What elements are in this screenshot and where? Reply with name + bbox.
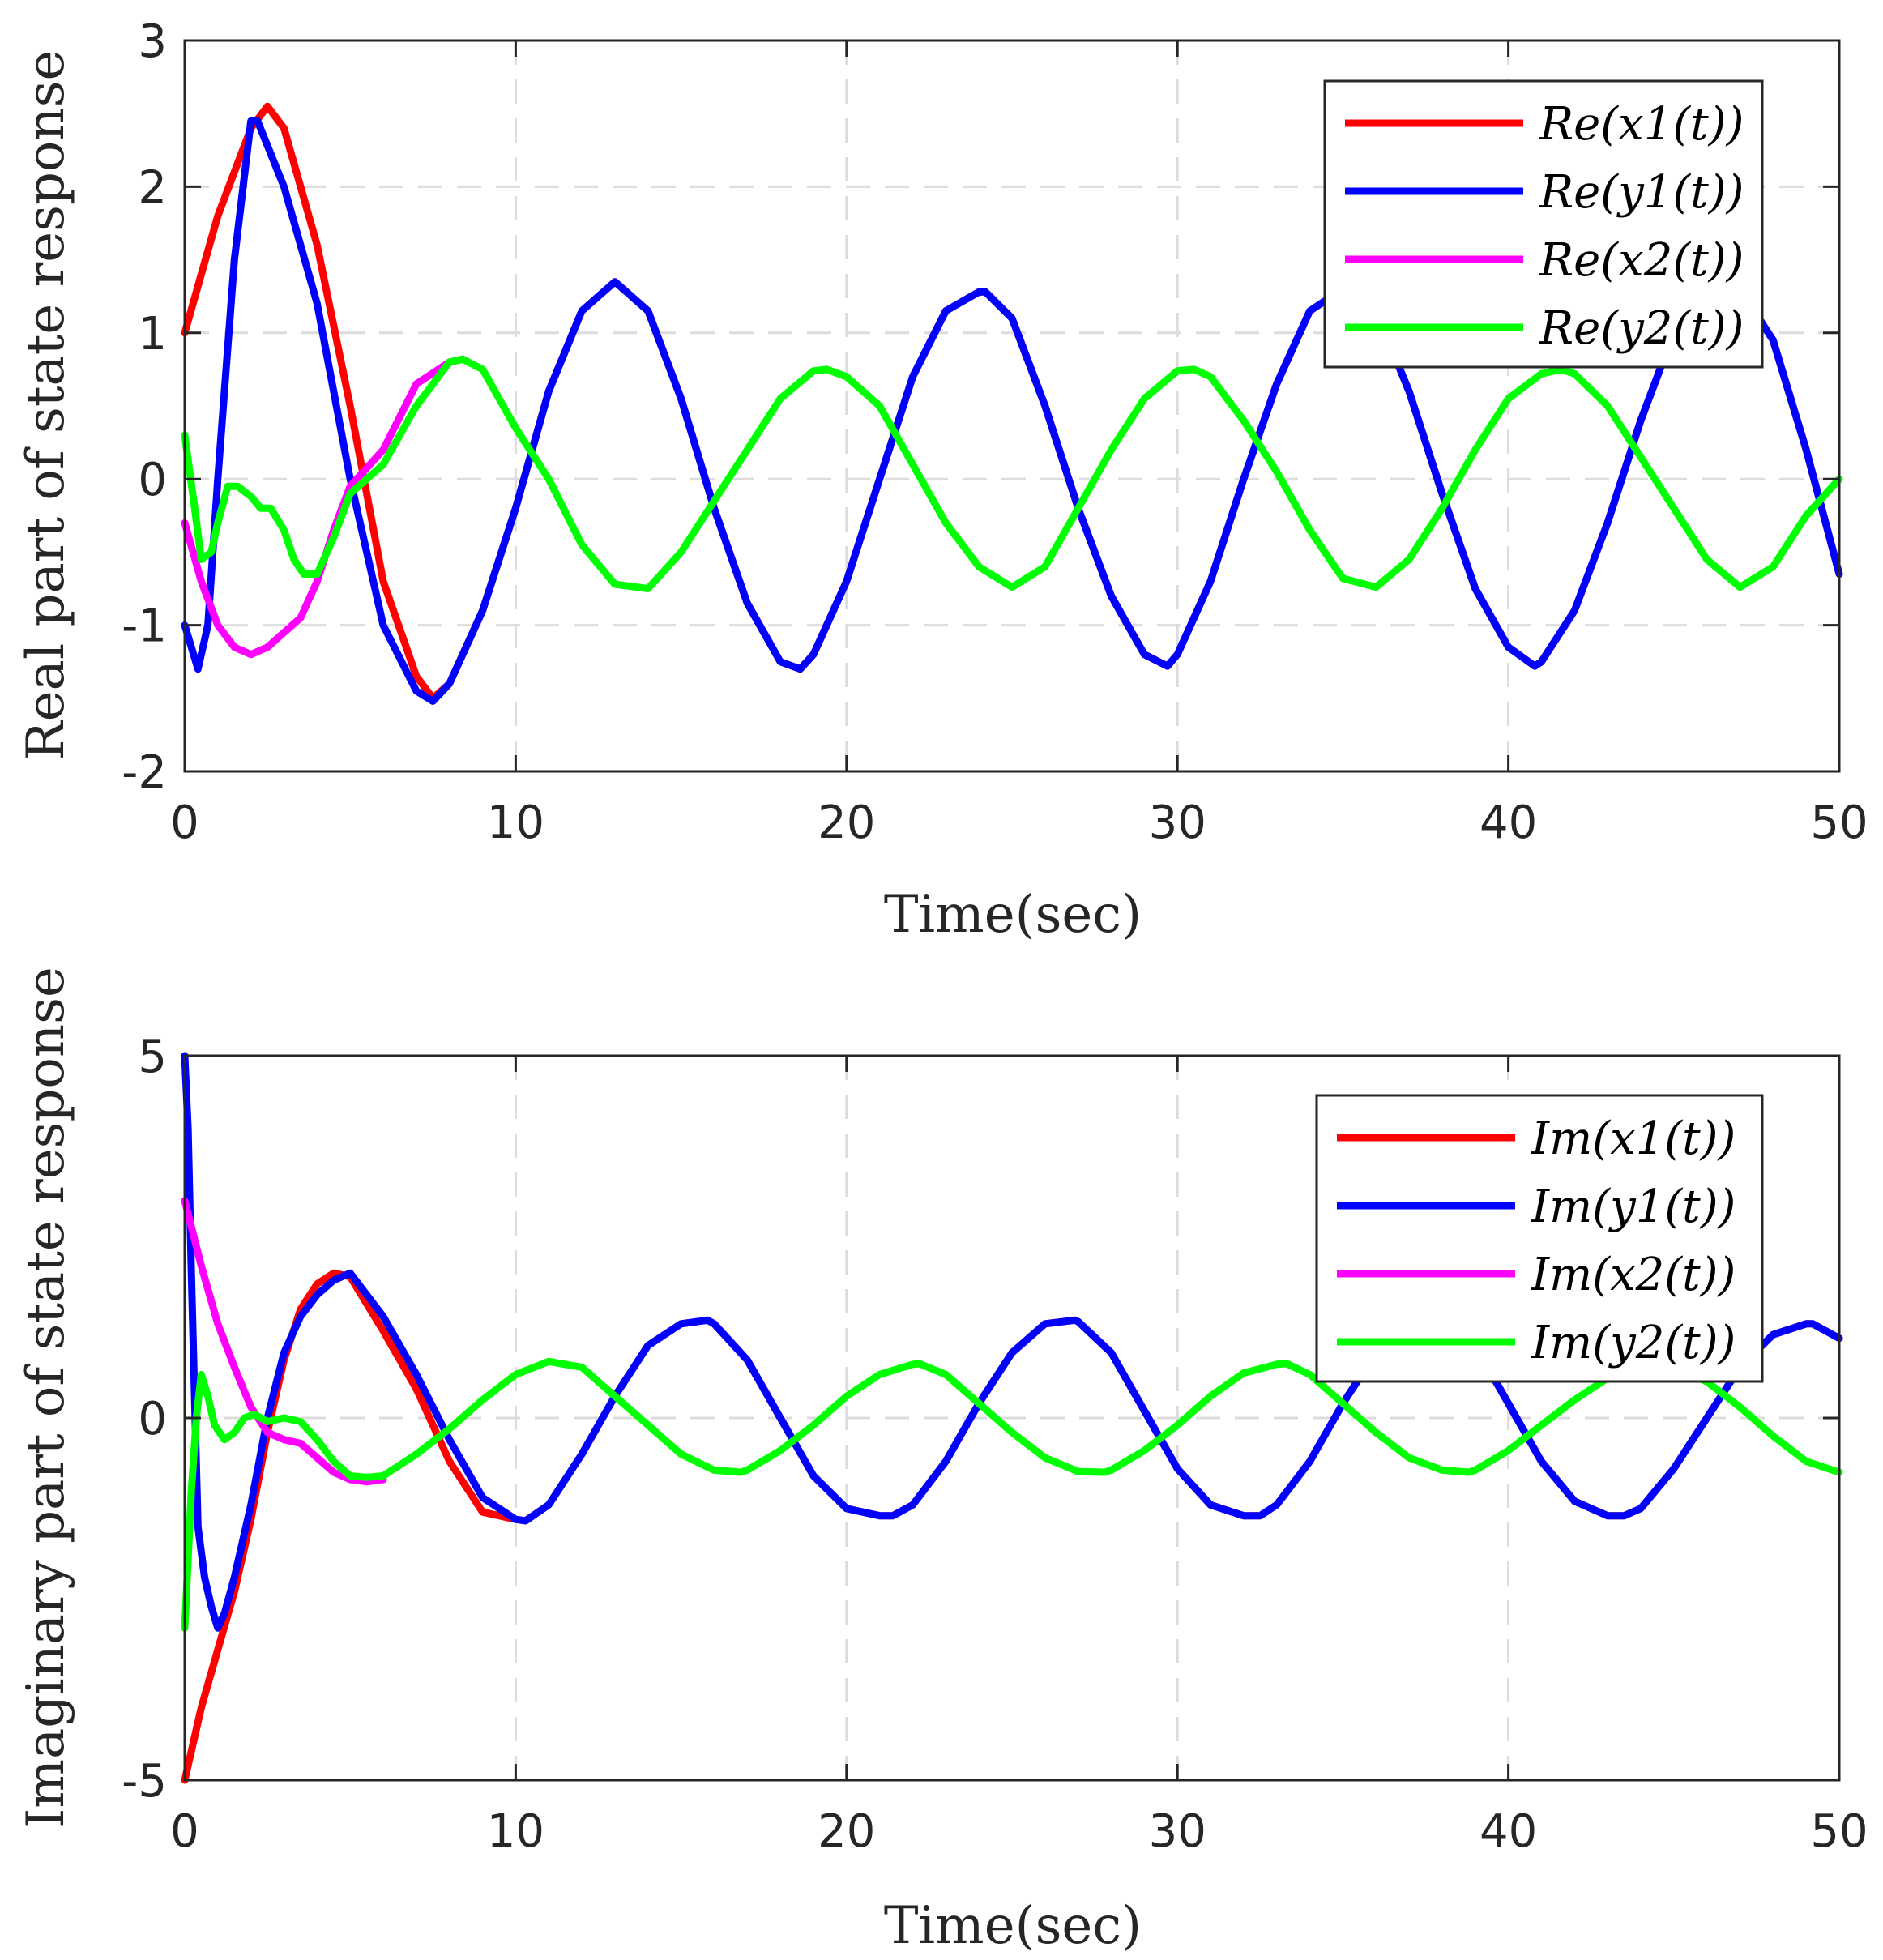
x-tick-label: 20	[818, 1805, 875, 1858]
imag-chart-ylabel: Imaginary part of state response	[16, 967, 76, 1829]
legend-label-0: Re(x1(t))	[1539, 98, 1744, 151]
legend-label-1: Im(y1(t))	[1531, 1181, 1736, 1233]
x-tick-label: 30	[1149, 796, 1206, 849]
y-tick-label: 0	[138, 1393, 167, 1445]
y-tick-label: 3	[138, 15, 167, 68]
x-tick-label: 50	[1810, 1805, 1868, 1858]
y-tick-label: 2	[138, 161, 167, 214]
series-line-2	[181, 355, 467, 659]
x-tick-label: 40	[1480, 796, 1537, 849]
series-line-1	[181, 1052, 1843, 1632]
x-tick-label: 50	[1810, 796, 1868, 849]
x-tick-label: 10	[487, 1805, 544, 1858]
series-line-3	[181, 1357, 1843, 1632]
legend-label-3: Re(y2(t))	[1539, 302, 1744, 355]
legend-box	[1315, 1094, 1764, 1383]
legend-label-1: Re(y1(t))	[1539, 166, 1744, 219]
y-tick-label: -2	[122, 746, 167, 799]
axes-box	[183, 39, 1841, 773]
y-tick-label: -1	[122, 600, 167, 653]
x-tick-label: 0	[170, 796, 199, 849]
legend: Im(x1(t)) Im(y1(t)) Im(x2(t)) Im(y2(t))	[1315, 1094, 1764, 1383]
x-tick-label: 0	[170, 1805, 199, 1858]
series-line-3	[181, 355, 1843, 592]
x-tick-label: 30	[1149, 1805, 1206, 1858]
y-tick-label: 1	[138, 308, 167, 361]
legend-box	[1323, 79, 1764, 369]
imag-chart-xlabel: Time(sec)	[884, 1896, 1142, 1956]
real-chart-xlabel: Time(sec)	[884, 885, 1142, 945]
real-chart-ylabel: Real part of state response	[16, 50, 76, 761]
legend-label-2: Re(x2(t))	[1539, 234, 1744, 287]
legend-label-0: Im(x1(t))	[1531, 1112, 1736, 1165]
y-tick-label: -5	[122, 1755, 167, 1808]
legend-label-3: Im(y2(t))	[1531, 1317, 1736, 1369]
legend: Re(x1(t)) Re(y1(t)) Re(x2(t)) Re(y2(t))	[1323, 79, 1764, 369]
real-part-chart: Real part of state response Time(sec) 0 1…	[16, 15, 1868, 945]
x-tick-label: 20	[818, 796, 875, 849]
legend-label-2: Im(x2(t))	[1531, 1249, 1736, 1301]
y-tick-label: 5	[138, 1031, 167, 1083]
series-line-1	[181, 117, 1843, 705]
y-tick-label: 0	[138, 454, 167, 506]
x-tick-label: 10	[487, 796, 544, 849]
imaginary-part-chart: Imaginary part of state response Time(se…	[16, 967, 1868, 1956]
x-tick-label: 40	[1480, 1805, 1537, 1858]
